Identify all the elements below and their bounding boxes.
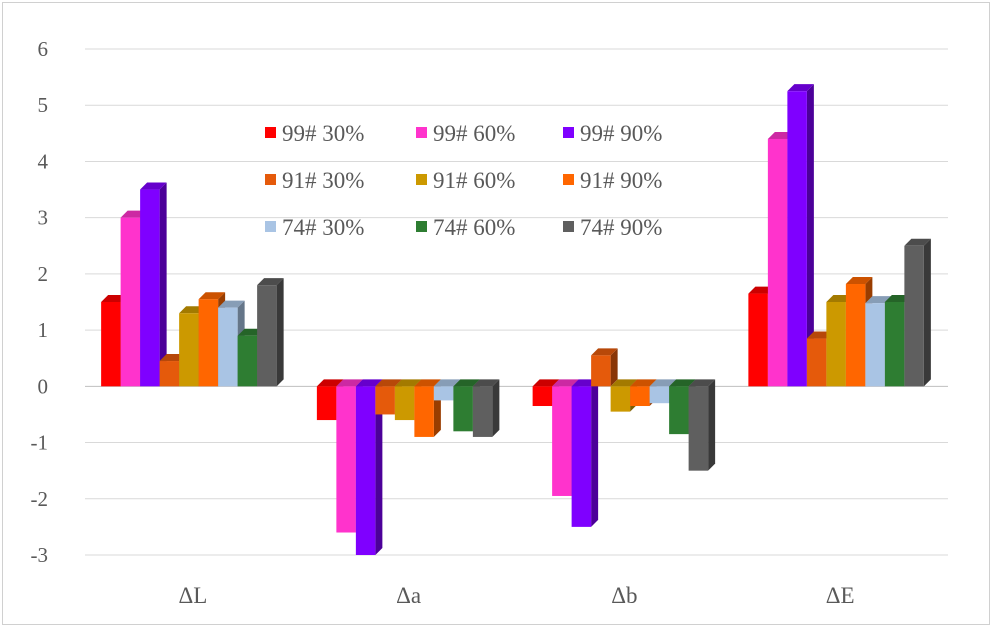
legend-label: 99# 90%: [580, 121, 662, 146]
y-tick-label: 1: [38, 318, 49, 342]
legend-item: 91# 30%: [265, 168, 364, 193]
y-tick-label: 0: [38, 374, 49, 398]
y-tick-label: 2: [38, 262, 49, 286]
legend-label: 99# 60%: [433, 121, 515, 146]
legend-swatch: [265, 127, 276, 138]
legend-label: 74# 60%: [433, 215, 515, 240]
legend-label: 99# 30%: [282, 121, 364, 146]
bar: [257, 278, 284, 387]
x-axis: ΔL Δa Δb ΔE: [178, 583, 854, 608]
legend-swatch: [416, 221, 427, 232]
legend-swatch: [563, 221, 574, 232]
bar: [904, 238, 931, 387]
legend-item: 91# 90%: [563, 168, 662, 193]
bar: [591, 348, 618, 387]
bar: [571, 379, 599, 527]
legend-item: 74# 60%: [416, 215, 515, 240]
legend-label: 74# 90%: [580, 215, 662, 240]
legend: 99# 30% 99# 60% 99# 90% 91# 30% 91# 60% 91# 9…: [265, 121, 662, 240]
bar: [472, 379, 500, 437]
legend-item: 74# 30%: [265, 215, 364, 240]
bar: [787, 84, 814, 387]
y-tick-label: -2: [31, 487, 49, 511]
legend-item: 74# 90%: [563, 215, 662, 240]
x-category-label: ΔL: [178, 583, 207, 608]
legend-swatch: [563, 127, 574, 138]
y-tick-label: -1: [31, 431, 49, 455]
legend-item: 99# 90%: [563, 121, 662, 146]
legend-swatch: [416, 174, 427, 185]
legend-swatch: [265, 221, 276, 232]
bar: [688, 379, 716, 471]
bar: [414, 379, 441, 437]
legend-item: 91# 60%: [416, 168, 515, 193]
x-category-label: Δb: [611, 583, 637, 608]
x-category-label: ΔE: [826, 583, 855, 608]
bar: [433, 379, 461, 401]
y-tick-label: -3: [31, 543, 49, 567]
y-tick-label: 3: [38, 206, 49, 230]
x-category-label: Δa: [396, 583, 421, 608]
y-tick-label: 4: [38, 149, 49, 173]
y-tick-label: 5: [38, 93, 49, 117]
legend-label: 91# 60%: [433, 168, 515, 193]
legend-label: 74# 30%: [282, 215, 364, 240]
legend-item: 99# 60%: [416, 121, 515, 146]
bar: [355, 379, 383, 555]
bars: [101, 84, 931, 555]
legend-swatch: [563, 174, 574, 185]
legend-item: 99# 30%: [265, 121, 364, 146]
bar: [140, 182, 167, 387]
legend-swatch: [416, 127, 427, 138]
legend-label: 91# 90%: [580, 168, 662, 193]
legend-label: 91# 30%: [282, 168, 364, 193]
y-tick-label: 6: [38, 37, 49, 61]
legend-swatch: [265, 174, 276, 185]
y-axis: 6 5 4 3 2 1 0 -1 -2 -3: [31, 37, 49, 567]
